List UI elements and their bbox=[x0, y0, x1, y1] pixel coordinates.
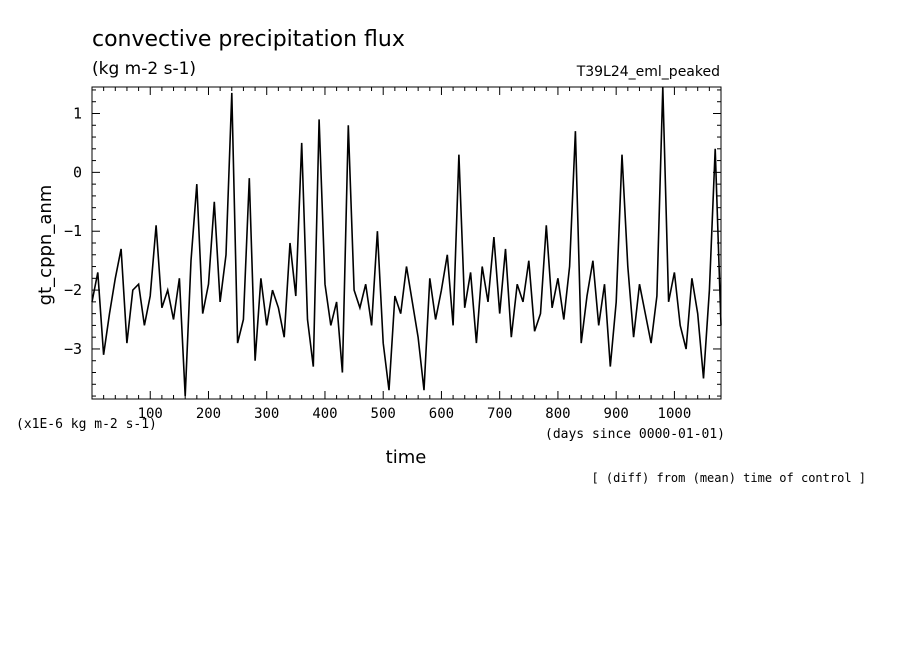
y-tick-label: 1 bbox=[73, 104, 82, 122]
x-tick-label: 600 bbox=[429, 406, 454, 422]
series-line bbox=[91, 86, 722, 397]
y-tick-label: 0 bbox=[73, 163, 82, 181]
y-tick-label: −2 bbox=[64, 281, 82, 299]
series-line-group bbox=[91, 86, 722, 397]
y-scale-note: (x1E-6 kg m-2 s-1) bbox=[16, 417, 157, 432]
x-axis-label: time bbox=[386, 447, 427, 468]
x-tick-label: 1000 bbox=[658, 406, 692, 422]
x-tick-label: 900 bbox=[604, 406, 629, 422]
x-axis-units: (days since 0000-01-01) bbox=[545, 427, 725, 442]
y-axis-ticks: 1 0 −1 −2 −3 bbox=[64, 89, 721, 397]
y-tick-label: −3 bbox=[64, 340, 82, 358]
x-axis-ticks: 100 200 300 400 500 600 700 800 900 1000 bbox=[103, 87, 710, 422]
chart-title: convective precipitation flux bbox=[92, 27, 405, 52]
y-tick-label: −1 bbox=[64, 222, 82, 240]
x-tick-label: 500 bbox=[371, 406, 396, 422]
x-tick-label: 700 bbox=[487, 406, 512, 422]
footnote: [ (diff) from (mean) time of control ] bbox=[591, 471, 866, 485]
x-tick-label: 100 bbox=[138, 406, 163, 422]
x-tick-label: 800 bbox=[545, 406, 570, 422]
run-label: T39L24_eml_peaked bbox=[576, 64, 720, 80]
x-tick-label: 400 bbox=[312, 406, 337, 422]
y-axis-label: gt_cppn_anm bbox=[35, 185, 56, 306]
x-tick-label: 300 bbox=[254, 406, 279, 422]
x-tick-label: 200 bbox=[196, 406, 221, 422]
chart-units: (kg m-2 s-1) bbox=[92, 59, 196, 79]
